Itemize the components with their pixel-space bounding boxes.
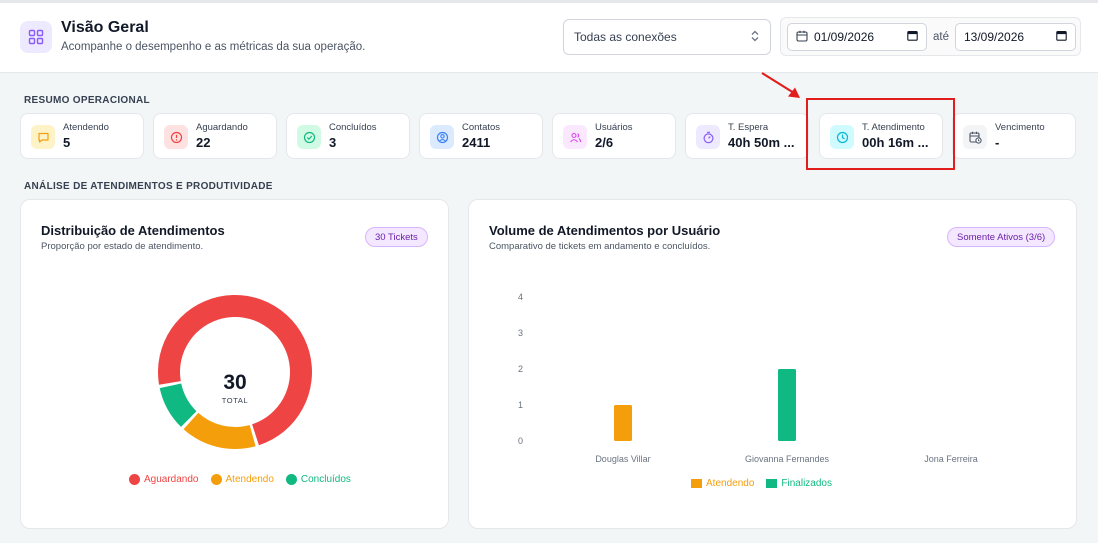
y-tick-label: 0: [518, 436, 523, 446]
y-tick-label: 2: [518, 364, 523, 374]
legend-item[interactable]: Atendendo: [210, 474, 274, 485]
date-separator-label: até: [933, 31, 949, 43]
donut-panel-title: Distribuição de Atendimentos: [41, 223, 225, 238]
donut-total-label: TOTAL: [222, 396, 248, 405]
kpi-card-tempo-atendimento[interactable]: T. Atendimento 00h 16m ...: [819, 113, 943, 159]
page-title: Visão Geral: [61, 19, 149, 36]
donut-panel-subtitle: Proporção por estado de atendimento.: [41, 241, 204, 252]
kpi-label: T. Atendimento: [862, 122, 925, 133]
x-tick-label: Giovanna Fernandes: [745, 454, 830, 464]
clock-icon: [830, 125, 854, 149]
kpi-card-aguardando[interactable]: Aguardando 22: [153, 113, 277, 159]
legend-item[interactable]: Concluídos: [285, 474, 351, 485]
kpi-label: Aguardando: [196, 122, 248, 133]
chevron-updown-icon: [750, 30, 760, 45]
legend-swatch: [210, 474, 222, 485]
bar-chart-panel: Volume de Atendimentos por Usuário Compa…: [468, 199, 1077, 529]
users-icon: [563, 125, 587, 149]
y-tick-label: 3: [518, 328, 523, 338]
legend-label: Concluídos: [300, 474, 351, 485]
legend-label: Finalizados: [781, 478, 832, 489]
kpi-label: Vencimento: [995, 122, 1045, 133]
page-header: Visão Geral Acompanhe o desempenho e as …: [0, 0, 1098, 73]
date-to-input[interactable]: 13/09/2026: [955, 23, 1076, 51]
summary-section-title: RESUMO OPERACIONAL: [24, 95, 150, 106]
kpi-value: 2/6: [595, 135, 614, 150]
date-from-value: 01/09/2026: [814, 30, 875, 44]
kpi-value: 00h 16m ...: [862, 135, 929, 150]
donut-slice-concluidos[interactable]: [159, 383, 197, 427]
analysis-section-title: ANÁLISE DE ATENDIMENTOS E PRODUTIVIDADE: [24, 181, 273, 192]
kpi-label: T. Espera: [728, 122, 769, 133]
calendar-icon: [796, 30, 808, 45]
legend-label: Atendendo: [706, 478, 755, 489]
y-tick-label: 1: [518, 400, 523, 410]
donut-chart: 30 TOTAL: [158, 295, 312, 449]
legend-item[interactable]: Atendendo: [691, 478, 754, 489]
page-subtitle: Acompanhe o desempenho e as métricas da …: [61, 41, 366, 53]
check-circle-icon: [297, 125, 321, 149]
bar-panel-title: Volume de Atendimentos por Usuário: [489, 223, 721, 238]
legend-label: Atendendo: [225, 474, 274, 485]
calendar-picker-icon[interactable]: [907, 30, 918, 44]
kpi-label: Contatos: [462, 122, 501, 133]
kpi-card-atendendo[interactable]: Atendendo 5: [20, 113, 144, 159]
timer-icon: [696, 125, 720, 149]
donut-total-value: 30: [223, 371, 246, 394]
annotation-arrow-icon: [761, 72, 800, 98]
kpi-value: 3: [329, 135, 337, 150]
kpi-label: Atendendo: [63, 122, 109, 133]
kpi-label: Concluídos: [329, 122, 377, 133]
connection-select[interactable]: Todas as conexões: [563, 19, 771, 55]
date-range: 01/09/2026 até 13/09/2026: [780, 17, 1081, 56]
y-tick-label: 4: [518, 292, 523, 302]
kpi-card-tempo-espera[interactable]: T. Espera 40h 50m ...: [685, 113, 809, 159]
kpi-value: 40h 50m ...: [728, 135, 795, 150]
kpi-value: 2411: [462, 135, 491, 150]
kpi-value: 5: [63, 135, 71, 150]
kpi-value: 22: [196, 135, 211, 150]
legend-swatch: [766, 479, 778, 488]
dashboard-icon: [20, 21, 52, 53]
bar-legend: Atendendo Finalizados: [691, 478, 832, 489]
kpi-card-usuarios[interactable]: Usuários 2/6: [552, 113, 676, 159]
legend-swatch: [129, 474, 140, 485]
kpi-card-contatos[interactable]: Contatos 2411: [419, 113, 543, 159]
top-divider: [0, 0, 1098, 3]
donut-slice-atendendo[interactable]: [183, 412, 256, 449]
bar-panel-subtitle: Comparativo de tickets em andamento e co…: [489, 241, 711, 252]
kpi-label: Usuários: [595, 122, 633, 133]
bar-finalizados[interactable]: [778, 369, 796, 441]
date-from-input[interactable]: 01/09/2026: [787, 23, 927, 51]
chat-icon: [31, 125, 55, 149]
legend-swatch: [691, 479, 702, 488]
x-tick-label: Douglas Villar: [595, 454, 650, 464]
tickets-badge: 30 Tickets: [365, 227, 428, 247]
kpi-card-vencimento[interactable]: Vencimento -: [952, 113, 1076, 159]
donut-slice-aguardando[interactable]: [158, 295, 312, 446]
user-circle-icon: [430, 125, 454, 149]
legend-label: Aguardando: [144, 474, 199, 485]
active-users-badge: Somente Ativos (3/6): [947, 227, 1056, 247]
date-to-value: 13/09/2026: [964, 30, 1025, 44]
legend-swatch: [285, 474, 297, 485]
annotation-highlight-box: [806, 98, 955, 170]
kpi-card-concluidos[interactable]: Concluídos 3: [286, 113, 410, 159]
legend-item[interactable]: Aguardando: [129, 474, 199, 485]
legend-item[interactable]: Finalizados: [766, 478, 832, 489]
x-tick-label: Jona Ferreira: [924, 454, 978, 464]
connection-select-value: Todas as conexões: [574, 30, 677, 44]
calendar-picker-icon[interactable]: [1056, 30, 1067, 44]
bar-chart: 0 1 2 3 4 Douglas Villar Giovanna Fernandes Jon…: [518, 292, 978, 464]
alert-circle-icon: [164, 125, 188, 149]
calendar-clock-icon: [963, 125, 987, 149]
donut-chart-panel: Distribuição de Atendimentos Proporção p…: [20, 199, 449, 529]
kpi-value: -: [995, 135, 1000, 150]
bar-atendendo[interactable]: [614, 405, 632, 441]
donut-legend: Aguardando Atendendo Concluídos: [129, 474, 351, 485]
